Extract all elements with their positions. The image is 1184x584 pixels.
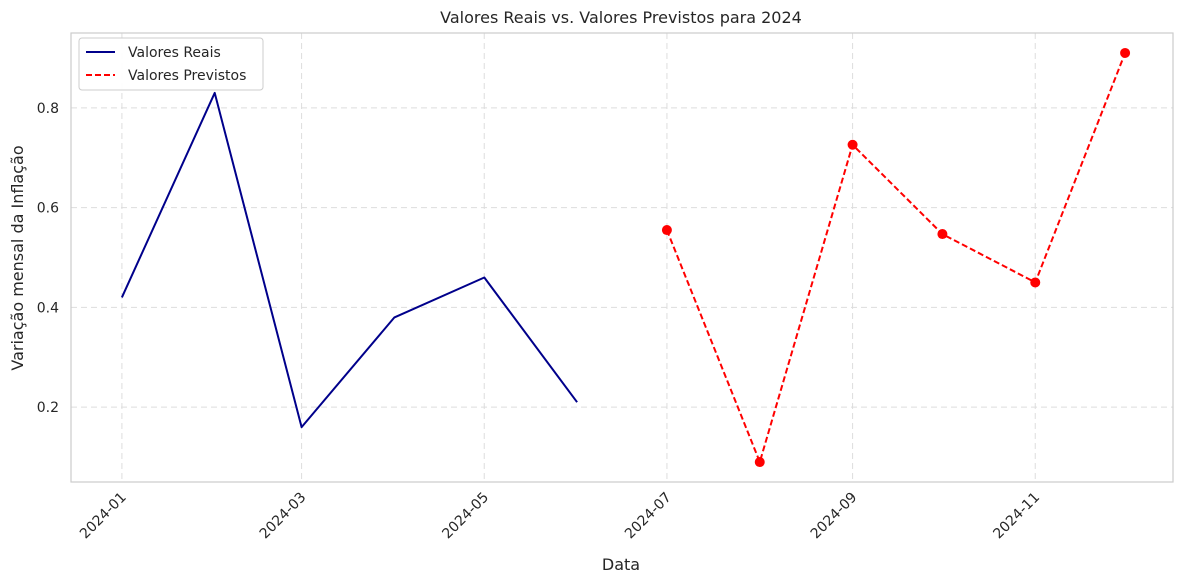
data-point: [661, 225, 672, 236]
x-tick-label: 2024-07: [622, 490, 675, 543]
legend-label-valores-previstos: Valores Previstos: [128, 68, 246, 84]
gridlines: [71, 33, 1173, 482]
x-tick-label: 2024-09: [808, 490, 861, 543]
data-point: [937, 229, 948, 240]
legend: Valores Reais Valores Previstos: [78, 37, 264, 91]
data-point: [847, 139, 858, 150]
data-point: [754, 457, 765, 468]
y-axis-title: Variação mensal da Inflação: [8, 145, 27, 370]
x-tick-label: 2024-05: [439, 490, 492, 543]
series-layer: [120, 47, 1131, 468]
y-tick-label: 0.2: [37, 400, 59, 416]
legend-box: [78, 37, 264, 91]
data-point: [1120, 47, 1131, 58]
x-axis-title: Data: [602, 555, 640, 574]
x-tick-label: 2024-03: [257, 490, 310, 543]
x-tick-label: 2024-11: [990, 490, 1043, 543]
series-line-1: [665, 52, 1127, 463]
y-tick-label: 0.6: [37, 201, 59, 217]
legend-label-valores-reais: Valores Reais: [128, 45, 221, 61]
chart-title: Valores Reais vs. Valores Previstos para…: [440, 8, 802, 27]
x-tick-label: 2024-01: [77, 490, 130, 543]
series-line-0: [120, 91, 578, 429]
tick-labels: 2024-01 2024-03 2024-05 2024-07 2024-09 2024-…: [37, 101, 1043, 542]
y-tick-label: 0.8: [37, 101, 59, 117]
y-tick-label: 0.4: [37, 300, 59, 316]
plot-frame: [70, 32, 1174, 483]
data-point: [1030, 277, 1041, 288]
